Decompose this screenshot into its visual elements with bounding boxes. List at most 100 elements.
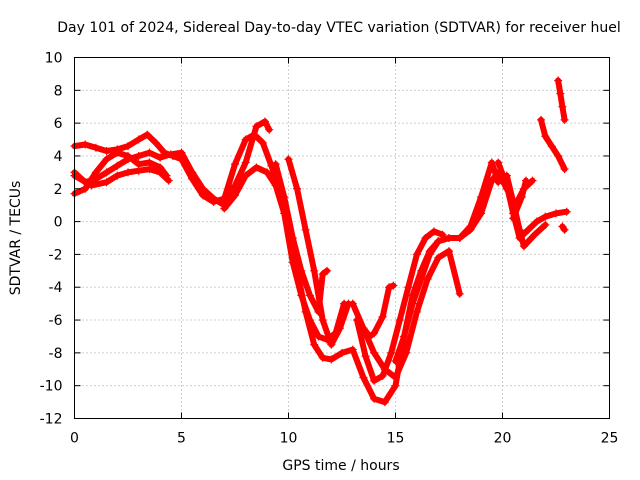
data-point [455, 234, 464, 242]
data-point [260, 117, 269, 126]
data-point [359, 324, 368, 333]
data-point [241, 135, 250, 144]
data-point [417, 275, 426, 284]
data-point [391, 357, 400, 366]
data-point [537, 115, 546, 124]
series-line [285, 156, 352, 348]
data-point [323, 266, 332, 275]
data-point [327, 340, 336, 349]
data-point [301, 225, 310, 234]
data-point [389, 281, 398, 290]
y-tick-label: 4 [54, 149, 63, 165]
x-tick-label: 5 [177, 431, 186, 447]
series-track-12 [494, 158, 571, 242]
series-track-4 [70, 165, 173, 190]
data-point [166, 150, 175, 159]
data-point [91, 143, 100, 152]
data-point [288, 234, 297, 242]
data-point [327, 355, 336, 364]
x-tick-label: 20 [494, 431, 512, 447]
data-point [387, 348, 396, 357]
data-point [164, 176, 173, 185]
data-point [402, 348, 411, 357]
data-point [378, 371, 387, 380]
data-point [124, 168, 132, 177]
data-point [370, 376, 379, 385]
x-tick-label: 15 [387, 431, 405, 447]
y-tick-label: -12 [40, 412, 63, 428]
data-point [81, 140, 90, 149]
data-point [455, 289, 464, 298]
data-point [348, 299, 357, 308]
data-point [560, 115, 569, 124]
data-point [359, 373, 368, 382]
series-track-15 [537, 115, 569, 174]
series-line [71, 149, 170, 197]
series-track-11 [391, 158, 503, 366]
y-tick-label: -10 [40, 379, 63, 395]
x-tick-label: 10 [280, 431, 298, 447]
data-point [102, 155, 111, 164]
data-point [335, 324, 344, 333]
data-point [378, 312, 387, 321]
data-point [445, 234, 453, 242]
data-point [241, 158, 250, 167]
data-point [494, 178, 503, 187]
axis-ticks: 0 5 10 15 20 25 -12 -10 -8 -6 -4 -2 0 2 4 6 8 10 [40, 51, 619, 447]
data-point [361, 352, 370, 361]
y-tick-label: 10 [45, 51, 63, 67]
data-point [338, 348, 346, 357]
y-tick-label: -2 [49, 247, 63, 263]
series-track-14 [509, 176, 531, 223]
data-point [385, 283, 394, 292]
data-point [231, 191, 239, 200]
data-point [305, 316, 314, 325]
grid [74, 57, 610, 419]
series-track-9 [352, 227, 447, 385]
data-point [252, 163, 261, 172]
data-point [280, 192, 289, 201]
data-point [532, 217, 541, 226]
series-line [538, 116, 568, 173]
series-track-17 [558, 222, 569, 234]
data-point [91, 168, 100, 177]
data-point [556, 89, 565, 98]
data-point [145, 148, 154, 157]
data-point [562, 207, 571, 216]
plot-frame [74, 57, 610, 419]
data-point [113, 171, 122, 180]
series-line [71, 166, 172, 189]
series-line [503, 172, 549, 250]
series-track-2 [70, 117, 274, 210]
data-point [391, 373, 400, 382]
data-point [408, 299, 417, 308]
series-track-13 [502, 171, 550, 251]
data-point [297, 291, 306, 300]
data-point [288, 258, 297, 267]
data-point [87, 181, 96, 190]
data-point [318, 270, 327, 279]
y-tick-label: 6 [54, 116, 63, 132]
series-line [360, 282, 397, 340]
data-point [552, 209, 560, 218]
y-tick-label: 8 [54, 83, 63, 99]
data-point [541, 212, 550, 221]
y-tick-label: 0 [54, 215, 63, 231]
data-point [318, 353, 327, 362]
data-point [305, 291, 314, 300]
data-point [509, 214, 518, 223]
data-point [391, 381, 400, 390]
data-point [515, 225, 524, 234]
data-point [560, 165, 569, 174]
x-tick-label: 25 [601, 431, 619, 447]
data-point [293, 184, 302, 193]
series-line [71, 118, 273, 209]
data-point [134, 135, 143, 144]
data-point [81, 184, 90, 193]
data-point [547, 142, 556, 151]
data-point [348, 345, 357, 354]
data-point [352, 316, 361, 325]
y-axis-label: SDTVAR / TECUs [8, 181, 24, 296]
data-point [477, 209, 486, 218]
data-point [231, 160, 239, 169]
